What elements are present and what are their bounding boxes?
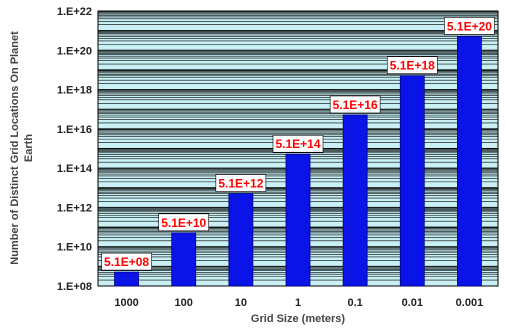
y-axis-title-line2: Earth [23,134,35,162]
y-tick-label: 1.E+16 [57,124,92,136]
y-tick-label: 1.E+14 [57,163,93,175]
data-label-box [444,17,495,35]
data-label-box [329,95,381,114]
y-tick-label: 1.E+10 [57,242,92,254]
x-tick-label: 0.1 [347,297,362,309]
data-label: 5.1E+20 [447,19,492,33]
y-axis-title-line1: Number of Distinct Grid Locations On Pla… [9,31,21,265]
data-label-box [215,174,267,192]
x-tick-label: 0.001 [456,297,484,309]
data-labels: 5.1E+08 5.1E+10 5.1E+12 5.1E+14 5.1E+16 5.1E+… [101,17,495,271]
x-tick-label: 1 [295,297,301,309]
bar [228,193,254,287]
y-tick-labels: 1.E+08 1.E+10 1.E+12 1.E+14 1.E+16 1.E+18 1.E+… [57,6,93,293]
data-label: 5.1E+16 [333,98,378,112]
x-tick-label: 0.01 [402,297,423,309]
y-tick-label: 1.E+12 [57,202,92,214]
x-axis-title: Grid Size (meters) [251,313,345,325]
data-label: 5.1E+14 [275,137,320,151]
x-tick-labels: 1000 100 10 1 0.1 0.01 0.001 [114,297,483,309]
data-label: 5.1E+10 [161,216,206,230]
x-tick-label: 10 [235,297,247,309]
y-tick-label: 1.E+08 [57,281,92,293]
bar [171,232,197,287]
bar [457,35,482,287]
bar [399,75,425,287]
y-tick-label: 1.E+20 [57,45,92,57]
data-label: 5.1E+08 [104,255,149,269]
x-tick-label: 1000 [114,297,138,309]
bar [342,114,368,287]
data-label: 5.1E+12 [218,177,263,191]
bar [114,271,139,287]
data-label: 5.1E+18 [390,59,435,73]
bars [114,35,482,287]
data-label-box [386,56,438,74]
x-tick-label: 100 [175,297,193,309]
data-label-box [272,134,324,153]
bar [285,153,311,287]
data-label-box [158,213,210,232]
y-tick-label: 1.E+22 [57,6,92,18]
data-label-box [101,252,152,271]
y-tick-label: 1.E+18 [57,85,92,97]
